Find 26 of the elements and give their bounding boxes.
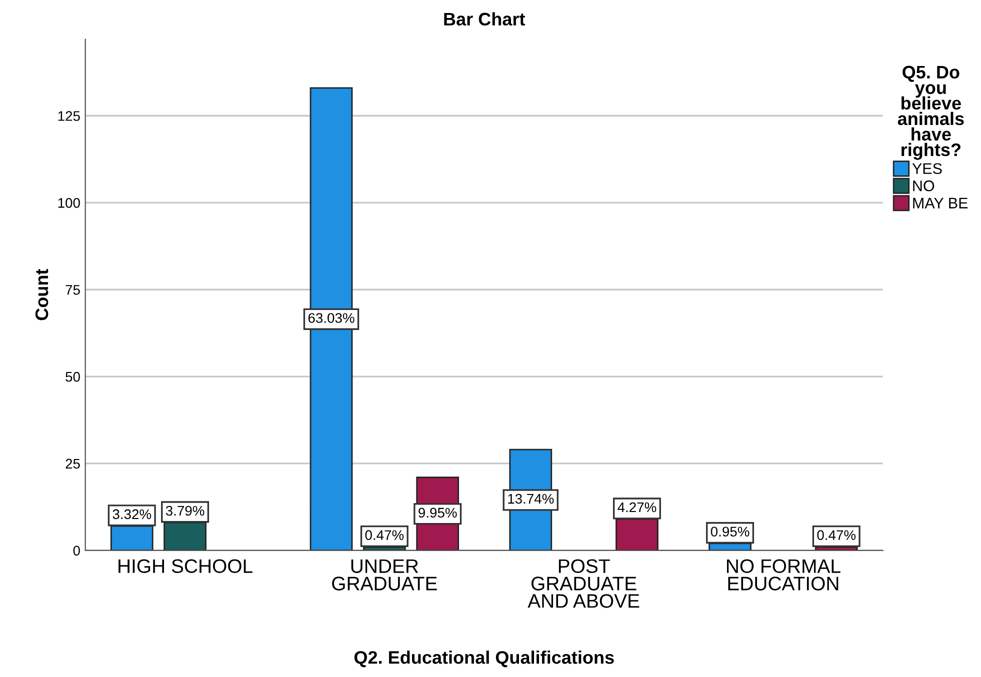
legend-title: Q5. Do you believe animals have rights? — [898, 66, 964, 160]
y-tick-label: 75 — [66, 285, 80, 295]
y-tick-label: 0 — [73, 546, 80, 556]
annotation: 9.95% — [418, 508, 457, 518]
legend-label: YES — [912, 163, 942, 174]
y-tick-label: 100 — [58, 198, 80, 208]
y-tick-label: 125 — [58, 111, 80, 121]
legend-label: NO — [913, 180, 934, 192]
chart-title: Bar Chart — [444, 12, 526, 26]
x-tick-label: UNDER GRADUATE — [332, 559, 437, 590]
x-tick-label: NO FORMAL EDUCATION — [727, 559, 840, 590]
legend-label: MAY BE — [913, 198, 968, 208]
annotation: 63.03% — [308, 313, 354, 323]
annotation: 4.27% — [618, 502, 656, 512]
x-tick-label: HIGH SCHOOL — [118, 559, 252, 574]
annotation: 13.74% — [508, 494, 554, 504]
x-axis-title: Q2. Educational Qualifications — [354, 650, 614, 668]
annotation: 3.32% — [112, 509, 152, 520]
annotation: 0.47% — [817, 530, 856, 540]
annotation: 0.47% — [365, 530, 404, 540]
y-axis-title: Count — [35, 268, 48, 320]
y-tick-label: 50 — [66, 372, 80, 382]
y-tick-label: 25 — [66, 458, 80, 469]
annotation: 3.79% — [166, 506, 204, 516]
annotation: 0.95% — [710, 526, 750, 537]
x-tick-label: POST GRADUATE AND ABOVE — [528, 559, 640, 608]
